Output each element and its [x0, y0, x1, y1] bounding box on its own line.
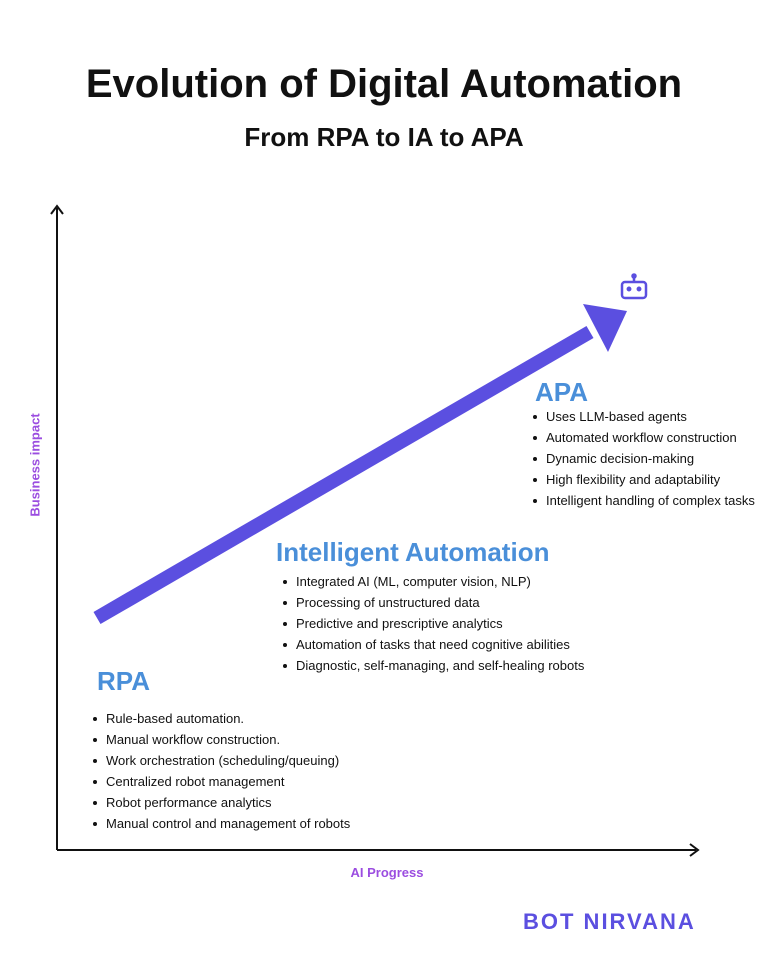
- bullet-item: Rule-based automation.: [90, 708, 350, 729]
- bullet-item: Work orchestration (scheduling/queuing): [90, 750, 350, 771]
- bullet-item: Diagnostic, self-managing, and self-heal…: [280, 655, 584, 676]
- progress-arrow: [93, 325, 594, 625]
- bullet-item: High flexibility and adaptability: [530, 469, 755, 490]
- bullet-item: Dynamic decision-making: [530, 448, 755, 469]
- bullet-item: Manual control and management of robots: [90, 813, 350, 834]
- bullet-item: Robot performance analytics: [90, 792, 350, 813]
- bullet-item: Centralized robot management: [90, 771, 350, 792]
- brand-logo: BOT NIRVANA: [523, 909, 696, 934]
- stage-title: APA: [535, 377, 588, 407]
- subtitle: From RPA to IA to APA: [244, 122, 524, 152]
- x-axis-head: [689, 843, 700, 857]
- bullet-item: Predictive and prescriptive analytics: [280, 613, 584, 634]
- bullet-item: Uses LLM-based agents: [530, 406, 755, 427]
- robot-icon: [620, 273, 648, 300]
- x-axis-label: AI Progress: [350, 865, 424, 880]
- bullet-item: Integrated AI (ML, computer vision, NLP): [280, 571, 584, 592]
- bullet-item: Automation of tasks that need cognitive …: [280, 634, 584, 655]
- bullet-item: Automated workflow construction: [530, 427, 755, 448]
- title: Evolution of Digital Automation: [85, 62, 683, 106]
- bullet-item: Intelligent handling of complex tasks: [530, 490, 755, 511]
- bullet-item: Manual workflow construction.: [90, 729, 350, 750]
- stage-title: Intelligent Automation: [276, 537, 550, 567]
- y-axis-label: Business impact: [27, 413, 43, 517]
- bullet-item: Processing of unstructured data: [280, 592, 584, 613]
- stage-title: RPA: [97, 666, 150, 696]
- bullet-list: Integrated AI (ML, computer vision, NLP)…: [280, 571, 584, 676]
- progress-arrow-head: [583, 304, 627, 352]
- bullet-list: Rule-based automation. Manual workflow co…: [90, 708, 350, 834]
- y-axis-head: [50, 204, 64, 215]
- bullet-list: Uses LLM-based agents Automated workflow …: [530, 406, 755, 511]
